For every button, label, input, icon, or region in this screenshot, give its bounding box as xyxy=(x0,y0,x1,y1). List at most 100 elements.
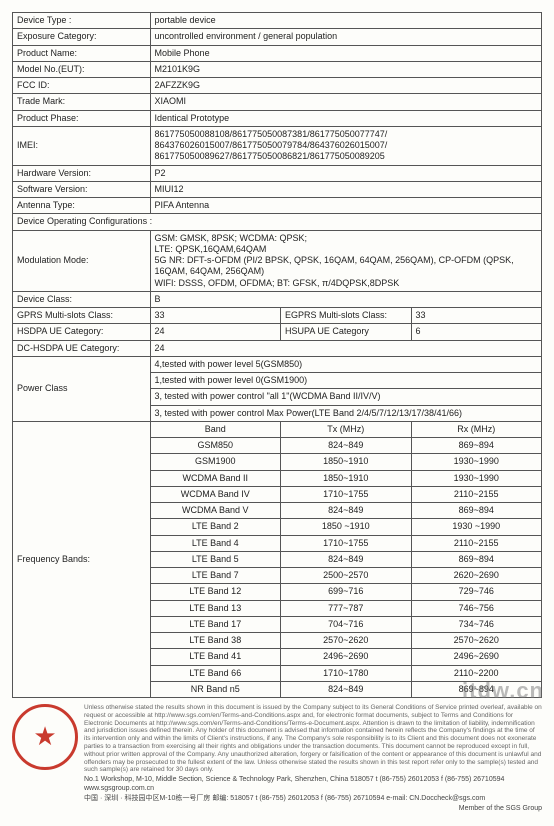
row-label: Device Type : xyxy=(13,13,151,29)
row-value: Identical Prototype xyxy=(150,110,541,126)
cell: LTE Band 41 xyxy=(150,649,280,665)
cell: 1710~1755 xyxy=(281,535,411,551)
cell: 1710~1780 xyxy=(281,665,411,681)
cell: 734~746 xyxy=(411,616,542,632)
cell: 1,tested with power level 0(GSM1900) xyxy=(150,373,541,389)
cell: LTE Band 13 xyxy=(150,600,280,616)
cell: 33 xyxy=(411,308,542,324)
cell: LTE Band 7 xyxy=(150,568,280,584)
row-value: PIFA Antenna xyxy=(150,198,541,214)
cell: 777~787 xyxy=(281,600,411,616)
cell: 746~756 xyxy=(411,600,542,616)
row-value: M2101K9G xyxy=(150,61,541,77)
cell: 1850~1910 xyxy=(281,454,411,470)
cell: GSM1900 xyxy=(150,454,280,470)
cell: WCDMA Band IV xyxy=(150,486,280,502)
row-label: Product Name: xyxy=(13,45,151,61)
cell: 1930 ~1990 xyxy=(411,519,542,535)
row-label: Model No.(EUT): xyxy=(13,61,151,77)
cell: 24 xyxy=(150,324,280,340)
cell: 3, tested with power control Max Power(L… xyxy=(150,405,541,421)
device-class-value: B xyxy=(150,291,541,307)
cell: 3, tested with power control "all 1"(WCD… xyxy=(150,389,541,405)
modulation-label: Modulation Mode: xyxy=(13,230,151,291)
cell: 2500~2570 xyxy=(281,568,411,584)
cell: LTE Band 38 xyxy=(150,633,280,649)
row-value: MIUI12 xyxy=(150,181,541,197)
row-value: Mobile Phone xyxy=(150,45,541,61)
member-line: Member of the SGS Group xyxy=(84,805,542,813)
cell: 1930~1990 xyxy=(411,470,542,486)
spec-table: Device Type :portable deviceExposure Cat… xyxy=(12,12,542,698)
disclaimer-text: Unless otherwise stated the results show… xyxy=(84,704,542,774)
cell: WCDMA Band V xyxy=(150,503,280,519)
cell: 824~849 xyxy=(281,503,411,519)
device-class-label: Device Class: xyxy=(13,291,151,307)
cell: 824~849 xyxy=(281,681,411,697)
row-value: 861775050088108/861775050087381/86177505… xyxy=(150,126,541,165)
address-line-1: No.1 Workshop, M-10, Middle Section, Sci… xyxy=(84,776,542,793)
cell: 869~894 xyxy=(411,438,542,454)
cell: 699~716 xyxy=(281,584,411,600)
star-icon: ★ xyxy=(33,721,56,752)
cell: 2110~2155 xyxy=(411,486,542,502)
doc-header: Device Operating Configurations : xyxy=(13,214,542,230)
cell: 2570~2620 xyxy=(411,633,542,649)
watermark: itdw.cn xyxy=(462,678,544,704)
cell: LTE Band 12 xyxy=(150,584,280,600)
row-value: 2AFZZK9G xyxy=(150,78,541,94)
cell: LTE Band 5 xyxy=(150,551,280,567)
row-label: Exposure Category: xyxy=(13,29,151,45)
cell: 1930~1990 xyxy=(411,454,542,470)
cell: 704~716 xyxy=(281,616,411,632)
cell: 1850 ~1910 xyxy=(281,519,411,535)
cell: Band xyxy=(150,421,280,437)
cell: LTE Band 66 xyxy=(150,665,280,681)
cell: 824~849 xyxy=(281,551,411,567)
row-value: P2 xyxy=(150,165,541,181)
cell: HSDPA UE Category: xyxy=(13,324,151,340)
cell: HSUPA UE Category xyxy=(281,324,411,340)
cell: 6 xyxy=(411,324,542,340)
cell: LTE Band 17 xyxy=(150,616,280,632)
cell: 2110~2155 xyxy=(411,535,542,551)
cell: 2496~2690 xyxy=(411,649,542,665)
footer: ★ Unless otherwise stated the results sh… xyxy=(12,704,542,814)
cell: LTE Band 2 xyxy=(150,519,280,535)
cell: Tx (MHz) xyxy=(281,421,411,437)
row-label: Trade Mark: xyxy=(13,94,151,110)
freq-label: Frequency Bands: xyxy=(13,421,151,697)
cell: LTE Band 4 xyxy=(150,535,280,551)
cell: DC-HSDPA UE Category: xyxy=(13,340,151,356)
address-line-2: 中国 · 深圳 · 科技园中区M-10栋一号厂房 邮编: 518057 t (8… xyxy=(84,795,542,803)
cell: 869~894 xyxy=(411,551,542,567)
cell: WCDMA Band II xyxy=(150,470,280,486)
row-label: IMEI: xyxy=(13,126,151,165)
cell: 824~849 xyxy=(281,438,411,454)
cell: 1850~1910 xyxy=(281,470,411,486)
cell: 1710~1755 xyxy=(281,486,411,502)
row-label: Antenna Type: xyxy=(13,198,151,214)
row-label: Hardware Version: xyxy=(13,165,151,181)
power-class-label: Power Class xyxy=(13,356,151,421)
cell: NR Band n5 xyxy=(150,681,280,697)
cell: 2496~2690 xyxy=(281,649,411,665)
row-label: FCC ID: xyxy=(13,78,151,94)
cell: GPRS Multi-slots Class: xyxy=(13,308,151,324)
cell: GSM850 xyxy=(150,438,280,454)
cell: 869~894 xyxy=(411,503,542,519)
cell: 2570~2620 xyxy=(281,633,411,649)
modulation-value: GSM: GMSK, 8PSK; WCDMA: QPSK;LTE: QPSK,1… xyxy=(150,230,541,291)
cell: 24 xyxy=(150,340,541,356)
row-value: XIAOMI xyxy=(150,94,541,110)
row-value: uncontrolled environment / general popul… xyxy=(150,29,541,45)
cell: 4,tested with power level 5(GSM850) xyxy=(150,356,541,372)
cell: 729~746 xyxy=(411,584,542,600)
cell: Rx (MHz) xyxy=(411,421,542,437)
cell: 33 xyxy=(150,308,280,324)
row-value: portable device xyxy=(150,13,541,29)
cell: 2620~2690 xyxy=(411,568,542,584)
cell: EGPRS Multi-slots Class: xyxy=(281,308,411,324)
row-label: Software Version: xyxy=(13,181,151,197)
row-label: Product Phase: xyxy=(13,110,151,126)
